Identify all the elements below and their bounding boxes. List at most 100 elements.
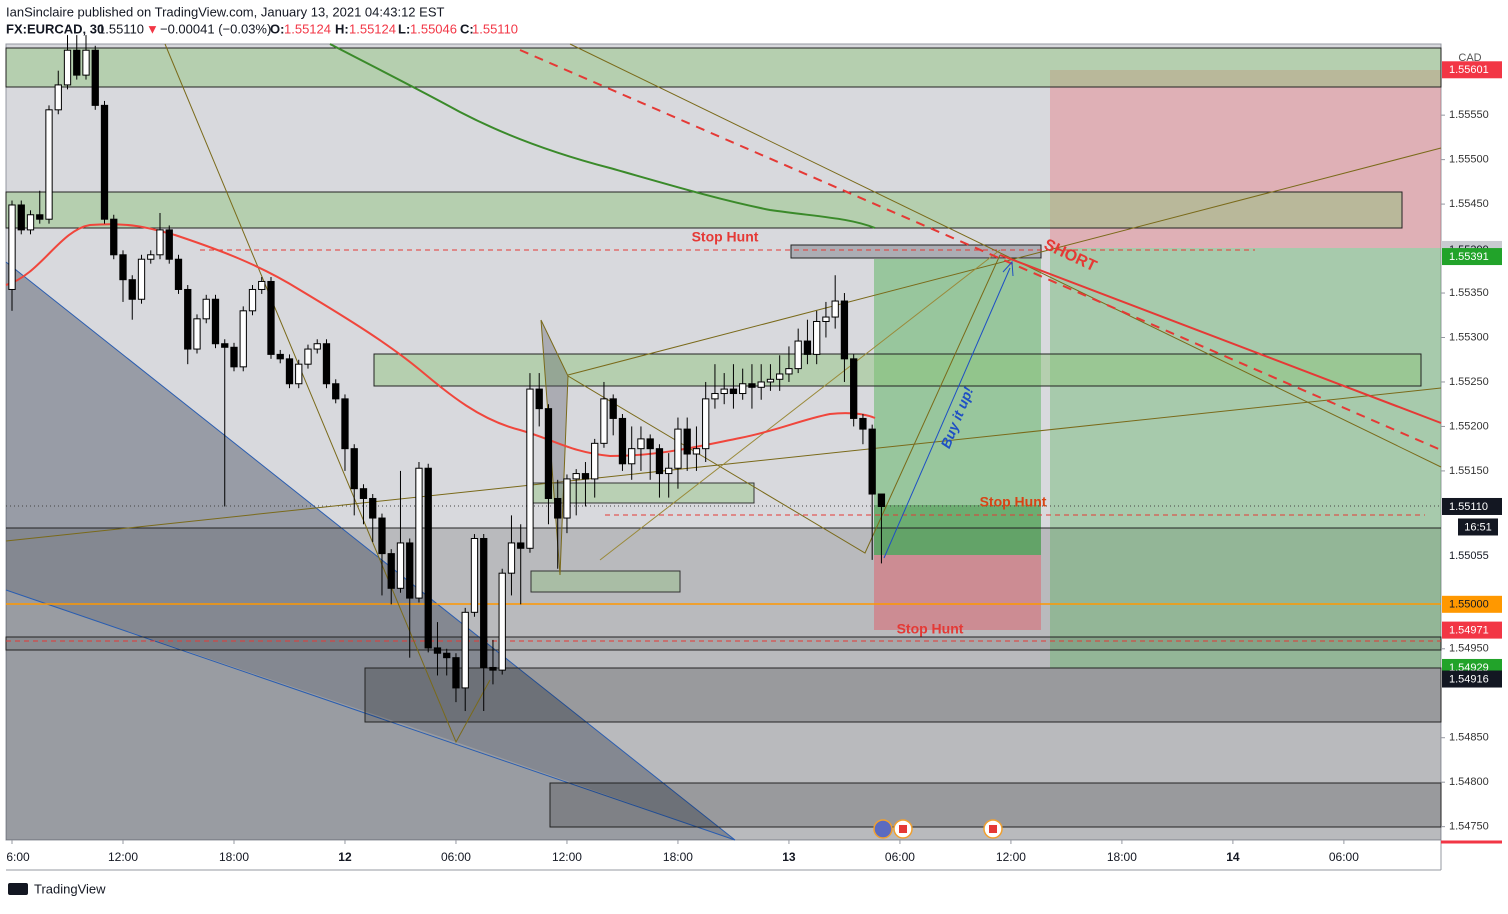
high-label: H:	[335, 21, 349, 36]
x-tick-label: 13	[782, 850, 796, 864]
candle-body	[572, 473, 580, 480]
candle-body	[766, 378, 775, 383]
price-label-box	[1442, 546, 1502, 564]
candle-body	[683, 428, 691, 455]
candle-body	[831, 300, 839, 318]
candle-body	[443, 652, 451, 659]
candle-body	[600, 398, 608, 444]
candle-body	[877, 493, 886, 507]
y-tick-label: 1.55500	[1449, 154, 1489, 166]
candle-body	[230, 346, 238, 368]
candle-body	[628, 448, 636, 465]
x-tick-label: 18:00	[219, 850, 249, 864]
candle-body	[285, 358, 294, 385]
candle-body	[850, 358, 858, 419]
candle-body	[82, 49, 90, 76]
candle-body	[452, 657, 460, 689]
candle-body	[193, 318, 201, 350]
symbol: FX:EURCAD, 30	[6, 21, 104, 36]
arrow	[883, 267, 1011, 559]
arrow-head	[1002, 260, 1014, 277]
pattern	[567, 254, 1001, 554]
price-axis	[1441, 44, 1502, 840]
candle-body	[470, 537, 479, 613]
candle-body	[776, 373, 784, 380]
candle-body	[868, 428, 876, 495]
candle-body	[184, 288, 192, 350]
candle-body	[63, 49, 72, 86]
candle-body	[461, 611, 469, 689]
open-label: O:	[270, 21, 284, 36]
candle-body	[702, 398, 710, 450]
y-tick-label: 1.54850	[1449, 732, 1489, 744]
annotation: Stop Hunt	[980, 494, 1047, 510]
y-tick-label: 1.55300	[1449, 331, 1489, 343]
x-tick-label: 14	[1226, 850, 1240, 864]
candle-body	[313, 343, 321, 350]
moving-average	[329, 43, 876, 229]
long-target-zone	[874, 259, 1041, 555]
candle-body	[147, 254, 155, 260]
y-tick-label: 1.55150	[1449, 465, 1489, 477]
candle-body	[415, 467, 423, 599]
candle-body	[304, 348, 312, 365]
annotation: Stop Hunt	[897, 621, 964, 637]
x-tick-label: 6:00	[6, 850, 30, 864]
candle-body	[840, 300, 849, 360]
candle-body	[239, 310, 247, 368]
trend-line	[5, 261, 736, 841]
candle-body	[517, 542, 525, 549]
change: −0.00041 (−0.03%)	[160, 21, 271, 36]
zone	[373, 353, 1422, 387]
candle-body	[794, 340, 802, 370]
candle-body	[91, 49, 99, 106]
close-value: 1.55110	[472, 21, 518, 36]
candle-body	[221, 343, 229, 348]
candle-body	[119, 254, 127, 281]
candle-body	[655, 448, 664, 475]
zone	[530, 570, 681, 593]
candle-body	[8, 204, 16, 290]
trend-line	[5, 589, 736, 841]
flag	[899, 825, 907, 833]
x-tick-label: 18:00	[663, 850, 693, 864]
short-dashed	[519, 49, 1442, 451]
high-value: 1.55124	[349, 21, 396, 36]
candle-body	[350, 448, 358, 490]
y-tick-label: 1.55350	[1449, 287, 1489, 299]
price-label-box	[1442, 621, 1502, 639]
x-tick-label: 12	[338, 850, 352, 864]
candle-body	[692, 448, 701, 455]
price-label-box	[1442, 61, 1502, 79]
currency: CAD	[1458, 52, 1481, 64]
candle-body	[341, 398, 349, 450]
candle-body	[100, 104, 109, 220]
event-icon[interactable]	[873, 819, 893, 839]
candle-body	[535, 388, 543, 410]
candle-body	[174, 258, 183, 290]
candle-body	[156, 229, 164, 256]
candle-body	[54, 84, 62, 111]
candle-body	[813, 320, 821, 355]
candle-body	[202, 298, 210, 320]
candle-body	[498, 572, 506, 671]
candle-body	[665, 467, 673, 475]
candle-body	[258, 280, 266, 290]
candle-body	[591, 442, 599, 480]
candle-body	[803, 340, 812, 355]
trend-line	[569, 43, 1442, 468]
low-label: L:	[398, 21, 410, 36]
short-target-zone	[1050, 248, 1441, 668]
candle-body	[757, 381, 765, 388]
candle-body	[507, 542, 516, 574]
x-tick-label: 06:00	[885, 850, 915, 864]
long-stop-zone	[874, 555, 1041, 630]
trend-line	[599, 249, 1001, 561]
candle-body	[859, 417, 867, 430]
shade	[6, 528, 1441, 840]
candle-body	[295, 363, 303, 385]
pattern	[379, 559, 491, 744]
y-tick-label: 1.54750	[1449, 821, 1489, 833]
candle-body	[433, 647, 442, 654]
long-profit-zone	[874, 505, 1041, 555]
